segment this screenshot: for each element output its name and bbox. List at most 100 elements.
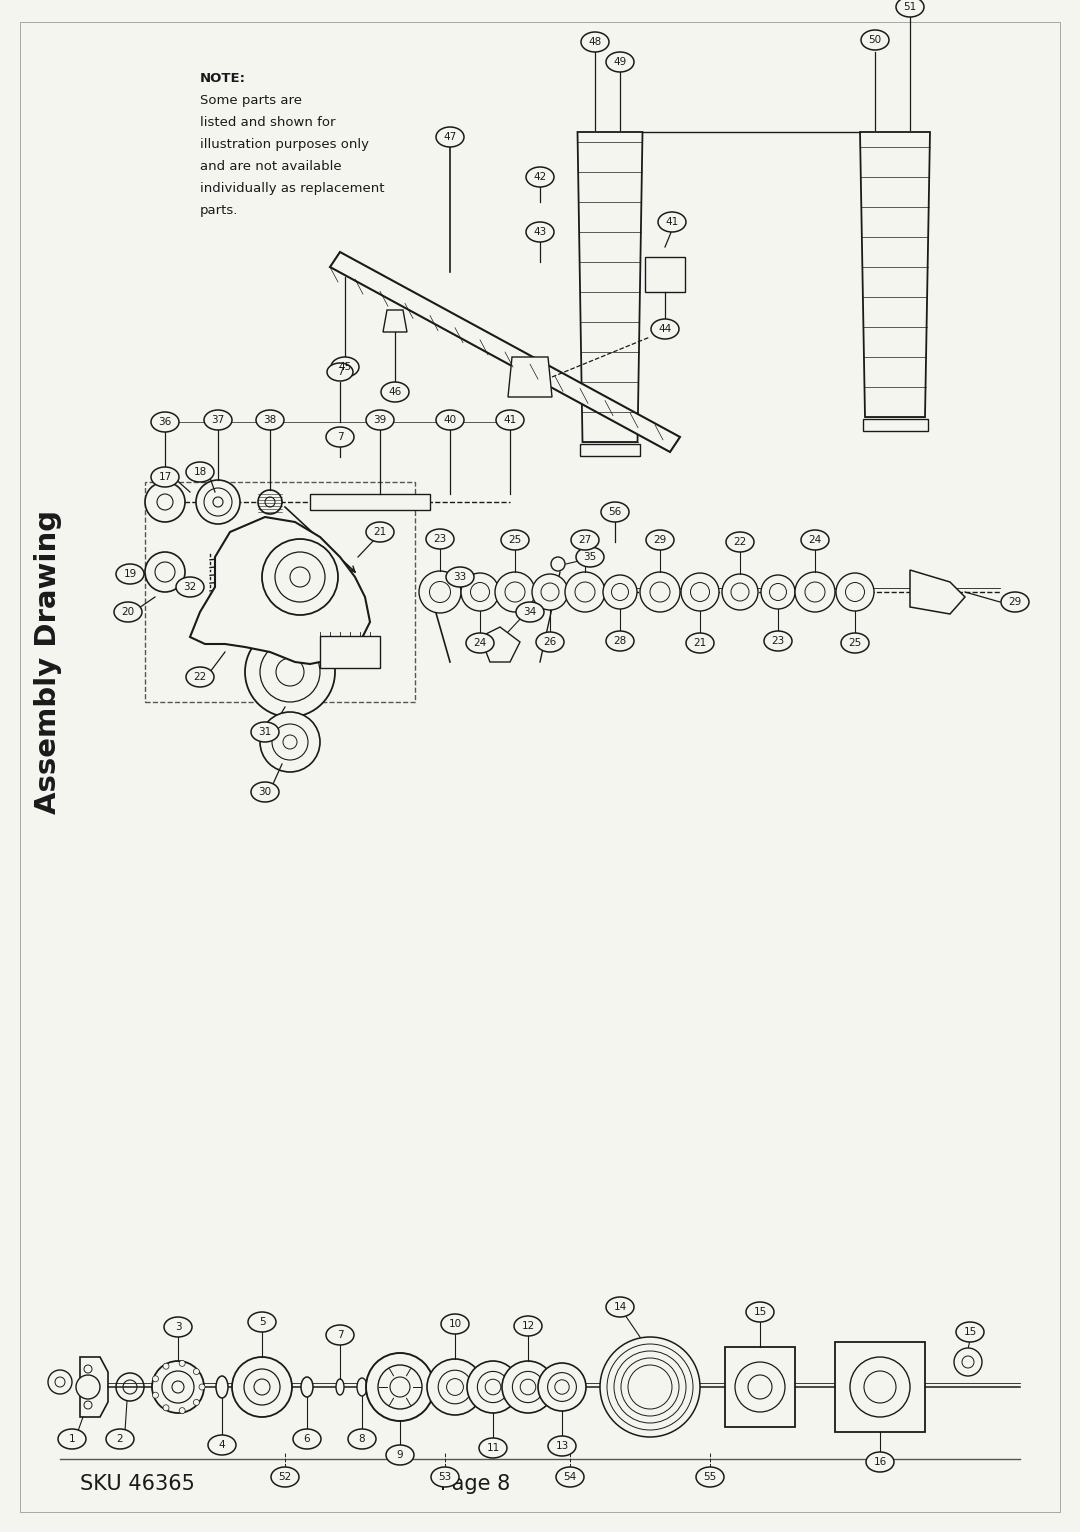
Circle shape: [621, 1357, 679, 1416]
Circle shape: [430, 582, 450, 602]
Ellipse shape: [576, 547, 604, 567]
Ellipse shape: [271, 1468, 299, 1488]
Text: 27: 27: [579, 535, 592, 545]
Ellipse shape: [336, 1379, 345, 1396]
Circle shape: [179, 1408, 185, 1414]
Bar: [145, 483, 415, 702]
Text: 49: 49: [613, 57, 626, 67]
Ellipse shape: [696, 1468, 724, 1488]
Ellipse shape: [956, 1322, 984, 1342]
Ellipse shape: [114, 602, 141, 622]
Circle shape: [232, 1357, 292, 1417]
Ellipse shape: [186, 666, 214, 686]
Circle shape: [244, 1370, 280, 1405]
Ellipse shape: [514, 1316, 542, 1336]
Circle shape: [555, 1380, 569, 1394]
Circle shape: [548, 1373, 577, 1402]
Ellipse shape: [106, 1429, 134, 1449]
Text: 14: 14: [613, 1302, 626, 1311]
Text: 39: 39: [374, 415, 387, 424]
Ellipse shape: [606, 1298, 634, 1318]
Ellipse shape: [330, 357, 359, 377]
Circle shape: [461, 573, 499, 611]
Circle shape: [283, 735, 297, 749]
Circle shape: [76, 1376, 100, 1399]
Circle shape: [723, 574, 758, 610]
Ellipse shape: [151, 412, 179, 432]
Text: 3: 3: [175, 1322, 181, 1331]
Text: Some parts are: Some parts are: [200, 93, 302, 107]
Text: 11: 11: [486, 1443, 500, 1452]
Circle shape: [390, 1377, 410, 1397]
Circle shape: [260, 712, 320, 772]
Text: 24: 24: [473, 637, 487, 648]
Ellipse shape: [186, 463, 214, 483]
Circle shape: [735, 1362, 785, 1413]
Circle shape: [275, 552, 325, 602]
Circle shape: [846, 582, 864, 602]
Polygon shape: [383, 309, 407, 332]
Circle shape: [55, 1377, 65, 1386]
Ellipse shape: [606, 52, 634, 72]
Text: 15: 15: [754, 1307, 767, 1318]
Text: 47: 47: [444, 132, 457, 142]
Text: 6: 6: [303, 1434, 310, 1445]
Ellipse shape: [164, 1318, 192, 1337]
Polygon shape: [190, 516, 370, 663]
Ellipse shape: [251, 781, 279, 801]
Circle shape: [152, 1360, 204, 1413]
Ellipse shape: [764, 631, 792, 651]
Circle shape: [954, 1348, 982, 1376]
Circle shape: [850, 1357, 910, 1417]
Ellipse shape: [301, 1377, 313, 1397]
Text: 17: 17: [159, 472, 172, 483]
Text: 41: 41: [665, 218, 678, 227]
Ellipse shape: [436, 411, 464, 430]
Text: and are not available: and are not available: [200, 159, 341, 173]
Text: 25: 25: [849, 637, 862, 648]
Ellipse shape: [366, 411, 394, 430]
Circle shape: [650, 582, 670, 602]
Text: 41: 41: [503, 415, 516, 424]
Circle shape: [276, 659, 303, 686]
Circle shape: [163, 1363, 168, 1370]
Circle shape: [438, 1370, 472, 1403]
Circle shape: [640, 571, 680, 611]
Circle shape: [502, 1360, 554, 1413]
Circle shape: [962, 1356, 974, 1368]
Ellipse shape: [357, 1377, 367, 1396]
Circle shape: [615, 1351, 686, 1423]
Circle shape: [265, 496, 275, 507]
Circle shape: [291, 567, 310, 587]
Text: 15: 15: [963, 1327, 976, 1337]
Circle shape: [575, 582, 595, 602]
Text: 50: 50: [868, 35, 881, 44]
Circle shape: [551, 558, 565, 571]
Text: 35: 35: [583, 552, 596, 562]
Ellipse shape: [326, 1325, 354, 1345]
Text: 23: 23: [433, 535, 447, 544]
Circle shape: [424, 579, 440, 594]
Circle shape: [157, 493, 173, 510]
Text: 22: 22: [193, 673, 206, 682]
Ellipse shape: [896, 0, 924, 17]
Ellipse shape: [606, 631, 634, 651]
Text: 42: 42: [534, 172, 546, 182]
Circle shape: [538, 1363, 586, 1411]
Text: 51: 51: [903, 2, 917, 12]
Polygon shape: [80, 1357, 108, 1417]
Circle shape: [419, 571, 461, 613]
Circle shape: [245, 627, 335, 717]
Ellipse shape: [293, 1429, 321, 1449]
Circle shape: [145, 483, 185, 522]
Ellipse shape: [556, 1468, 584, 1488]
Polygon shape: [480, 627, 519, 662]
Circle shape: [145, 552, 185, 591]
Ellipse shape: [426, 529, 454, 548]
Text: 56: 56: [608, 507, 622, 516]
Ellipse shape: [381, 381, 409, 401]
Text: 13: 13: [555, 1442, 569, 1451]
Ellipse shape: [366, 522, 394, 542]
Text: 2: 2: [117, 1434, 123, 1445]
Text: 32: 32: [184, 582, 197, 591]
